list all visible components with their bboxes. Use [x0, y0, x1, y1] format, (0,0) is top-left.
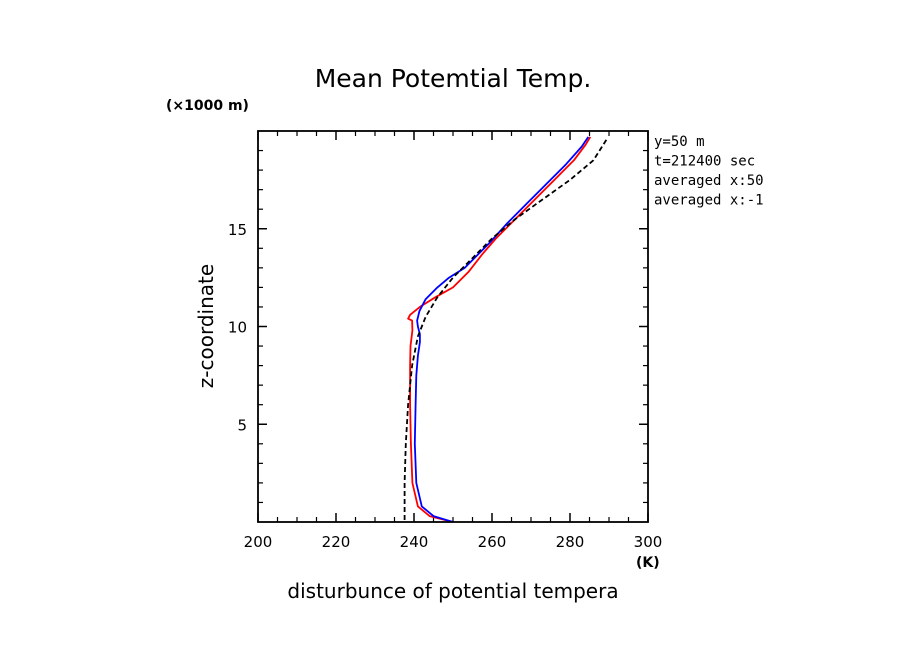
- x-unit-label: (K): [636, 555, 660, 571]
- annotation-line: y=50 m: [654, 134, 705, 150]
- y-unit-label: (×1000 m): [166, 98, 249, 114]
- series-group: [403, 136, 608, 522]
- x-axis-label: disturbunce of potential tempera: [287, 579, 618, 603]
- axis-ticks: 200 220 240 260 280 300 5 10 15: [228, 131, 662, 551]
- x-tick-label: 260: [478, 533, 507, 551]
- y-axis-label: z-coordinate: [194, 264, 218, 388]
- x-tick-label: 200: [244, 533, 273, 551]
- x-tick-label: 300: [634, 533, 663, 551]
- x-tick-label: 280: [556, 533, 585, 551]
- chart-title: Mean Potemtial Temp.: [315, 64, 592, 93]
- y-tick-label: 15: [228, 221, 247, 239]
- annotation-line: t=212400 sec: [654, 154, 755, 170]
- y-tick-label: 5: [237, 416, 247, 434]
- annotation-line: averaged x:50: [654, 173, 764, 189]
- series-line-0: [407, 136, 592, 522]
- series-line-1: [413, 136, 590, 522]
- x-tick-label: 220: [322, 533, 351, 551]
- series-line-2: [403, 138, 608, 520]
- annotations: y=50 m t=212400 sec averaged x:50 averaged …: [654, 134, 764, 209]
- annotation-line: averaged x:-1: [654, 193, 764, 209]
- y-tick-label: 10: [228, 319, 247, 337]
- plot-frame: [257, 130, 649, 523]
- x-tick-label: 240: [400, 533, 429, 551]
